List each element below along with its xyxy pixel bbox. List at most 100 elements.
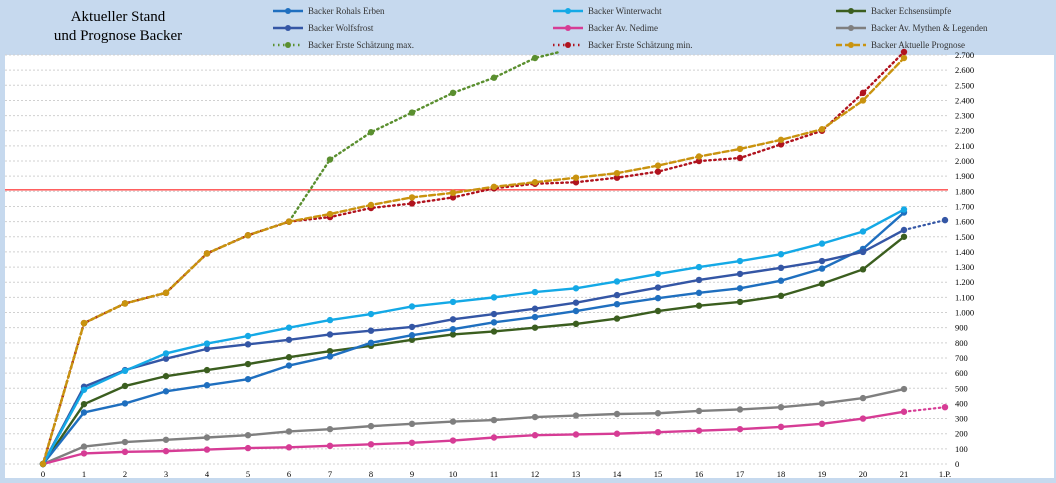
- data-point: [244, 375, 252, 383]
- data-point: [367, 441, 375, 448]
- chart-title-line-2: und Prognose Backer: [54, 28, 182, 44]
- data-point: [777, 277, 785, 284]
- legend-label: Backer Erste Schätzung max.: [308, 40, 414, 50]
- data-point: [736, 270, 744, 278]
- data-point: [121, 367, 129, 375]
- data-point: [326, 156, 334, 163]
- data-point: [162, 436, 170, 443]
- data-point: [490, 294, 498, 301]
- data-point: [777, 403, 785, 411]
- data-point: [531, 288, 539, 296]
- y-tick-label: 400: [955, 398, 968, 408]
- data-point: [736, 406, 744, 413]
- y-tick-label: 300: [955, 414, 968, 424]
- data-point: [859, 415, 867, 422]
- data-point: [900, 233, 908, 240]
- data-point: [531, 313, 539, 321]
- legend-marker: [285, 8, 291, 14]
- data-point: [408, 303, 416, 310]
- x-tick-label: 4: [205, 469, 210, 478]
- data-point: [490, 74, 498, 81]
- data-point: [654, 168, 662, 175]
- data-point: [203, 340, 211, 347]
- data-point: [449, 89, 457, 97]
- legend-item-backer-av-mythen-legenden: Backer Av. Mythen & Legenden: [836, 23, 988, 33]
- y-tick-label: 1.000: [955, 308, 974, 318]
- x-tick-label: 19: [818, 469, 827, 478]
- projection-point: [941, 403, 949, 411]
- x-tick-label: 20: [859, 469, 868, 478]
- legend-label: Backer Echsensümpfe: [871, 6, 951, 16]
- legend-marker: [565, 42, 571, 48]
- data-point: [121, 400, 129, 407]
- x-tick-label: 7: [328, 469, 332, 478]
- data-point: [859, 266, 867, 273]
- data-point: [80, 386, 88, 393]
- legend-marker: [848, 8, 854, 14]
- data-point: [818, 265, 826, 272]
- y-tick-label: 200: [955, 429, 968, 439]
- data-point: [654, 307, 662, 315]
- data-point: [736, 154, 744, 162]
- data-point: [777, 141, 785, 148]
- legend-label: Backer Wolfsfrost: [308, 23, 374, 33]
- data-point: [285, 444, 293, 451]
- data-point: [572, 431, 580, 438]
- data-point: [818, 400, 826, 407]
- x-tick-label: 6: [287, 469, 291, 478]
- data-point: [531, 305, 539, 312]
- data-point: [367, 129, 375, 136]
- y-tick-label: 1.600: [955, 217, 974, 227]
- y-tick-label: 1.700: [955, 201, 974, 211]
- data-point: [654, 162, 662, 169]
- legend-item-backer-wolfsfrost: Backer Wolfsfrost: [273, 23, 374, 33]
- data-point: [572, 412, 580, 419]
- data-point: [285, 336, 293, 343]
- legend-label: Backer Erste Schätzung min.: [588, 40, 692, 50]
- data-point: [654, 294, 662, 302]
- legend-label: Backer Aktuelle Prognose: [871, 40, 965, 50]
- data-point: [777, 136, 785, 144]
- data-point: [244, 360, 252, 368]
- data-point: [613, 430, 621, 437]
- data-point: [408, 332, 416, 339]
- data-point: [203, 366, 211, 374]
- y-tick-label: 1.300: [955, 262, 974, 272]
- chart-title-line-1: Aktueller Stand: [71, 9, 166, 25]
- data-point: [900, 54, 908, 62]
- data-point: [695, 153, 703, 160]
- data-point: [490, 319, 498, 326]
- data-point: [572, 174, 580, 181]
- data-point: [162, 447, 170, 455]
- legend-item-backer-erste-sch-tzung-max: Backer Erste Schätzung max.: [273, 40, 414, 50]
- data-point: [285, 218, 293, 225]
- data-point: [736, 285, 744, 292]
- data-point: [203, 250, 211, 257]
- data-point: [408, 420, 416, 428]
- data-point: [244, 341, 252, 348]
- x-tick-label: 13: [572, 469, 581, 478]
- x-tick-label: 1.P.: [939, 469, 951, 478]
- legend-item-backer-winterwacht: Backer Winterwacht: [553, 6, 662, 16]
- legend-marker: [848, 25, 854, 31]
- data-point: [572, 299, 580, 306]
- data-point: [203, 345, 211, 353]
- data-point: [203, 446, 211, 453]
- data-point: [449, 194, 457, 201]
- series-line: [41, 235, 906, 466]
- data-point: [80, 450, 88, 457]
- y-tick-label: 0: [955, 459, 959, 469]
- data-point: [244, 332, 252, 340]
- y-tick-label: 2.700: [955, 50, 974, 60]
- data-point: [531, 179, 539, 186]
- data-point: [695, 427, 703, 434]
- series-line: [41, 50, 906, 466]
- series-backer-aktuelle-prognose: [39, 54, 908, 468]
- data-point: [900, 385, 908, 393]
- legend-label: Backer Av. Mythen & Legenden: [871, 23, 988, 33]
- data-point: [244, 432, 252, 439]
- series-backer-av-nedime: [39, 408, 908, 468]
- data-point: [408, 200, 416, 207]
